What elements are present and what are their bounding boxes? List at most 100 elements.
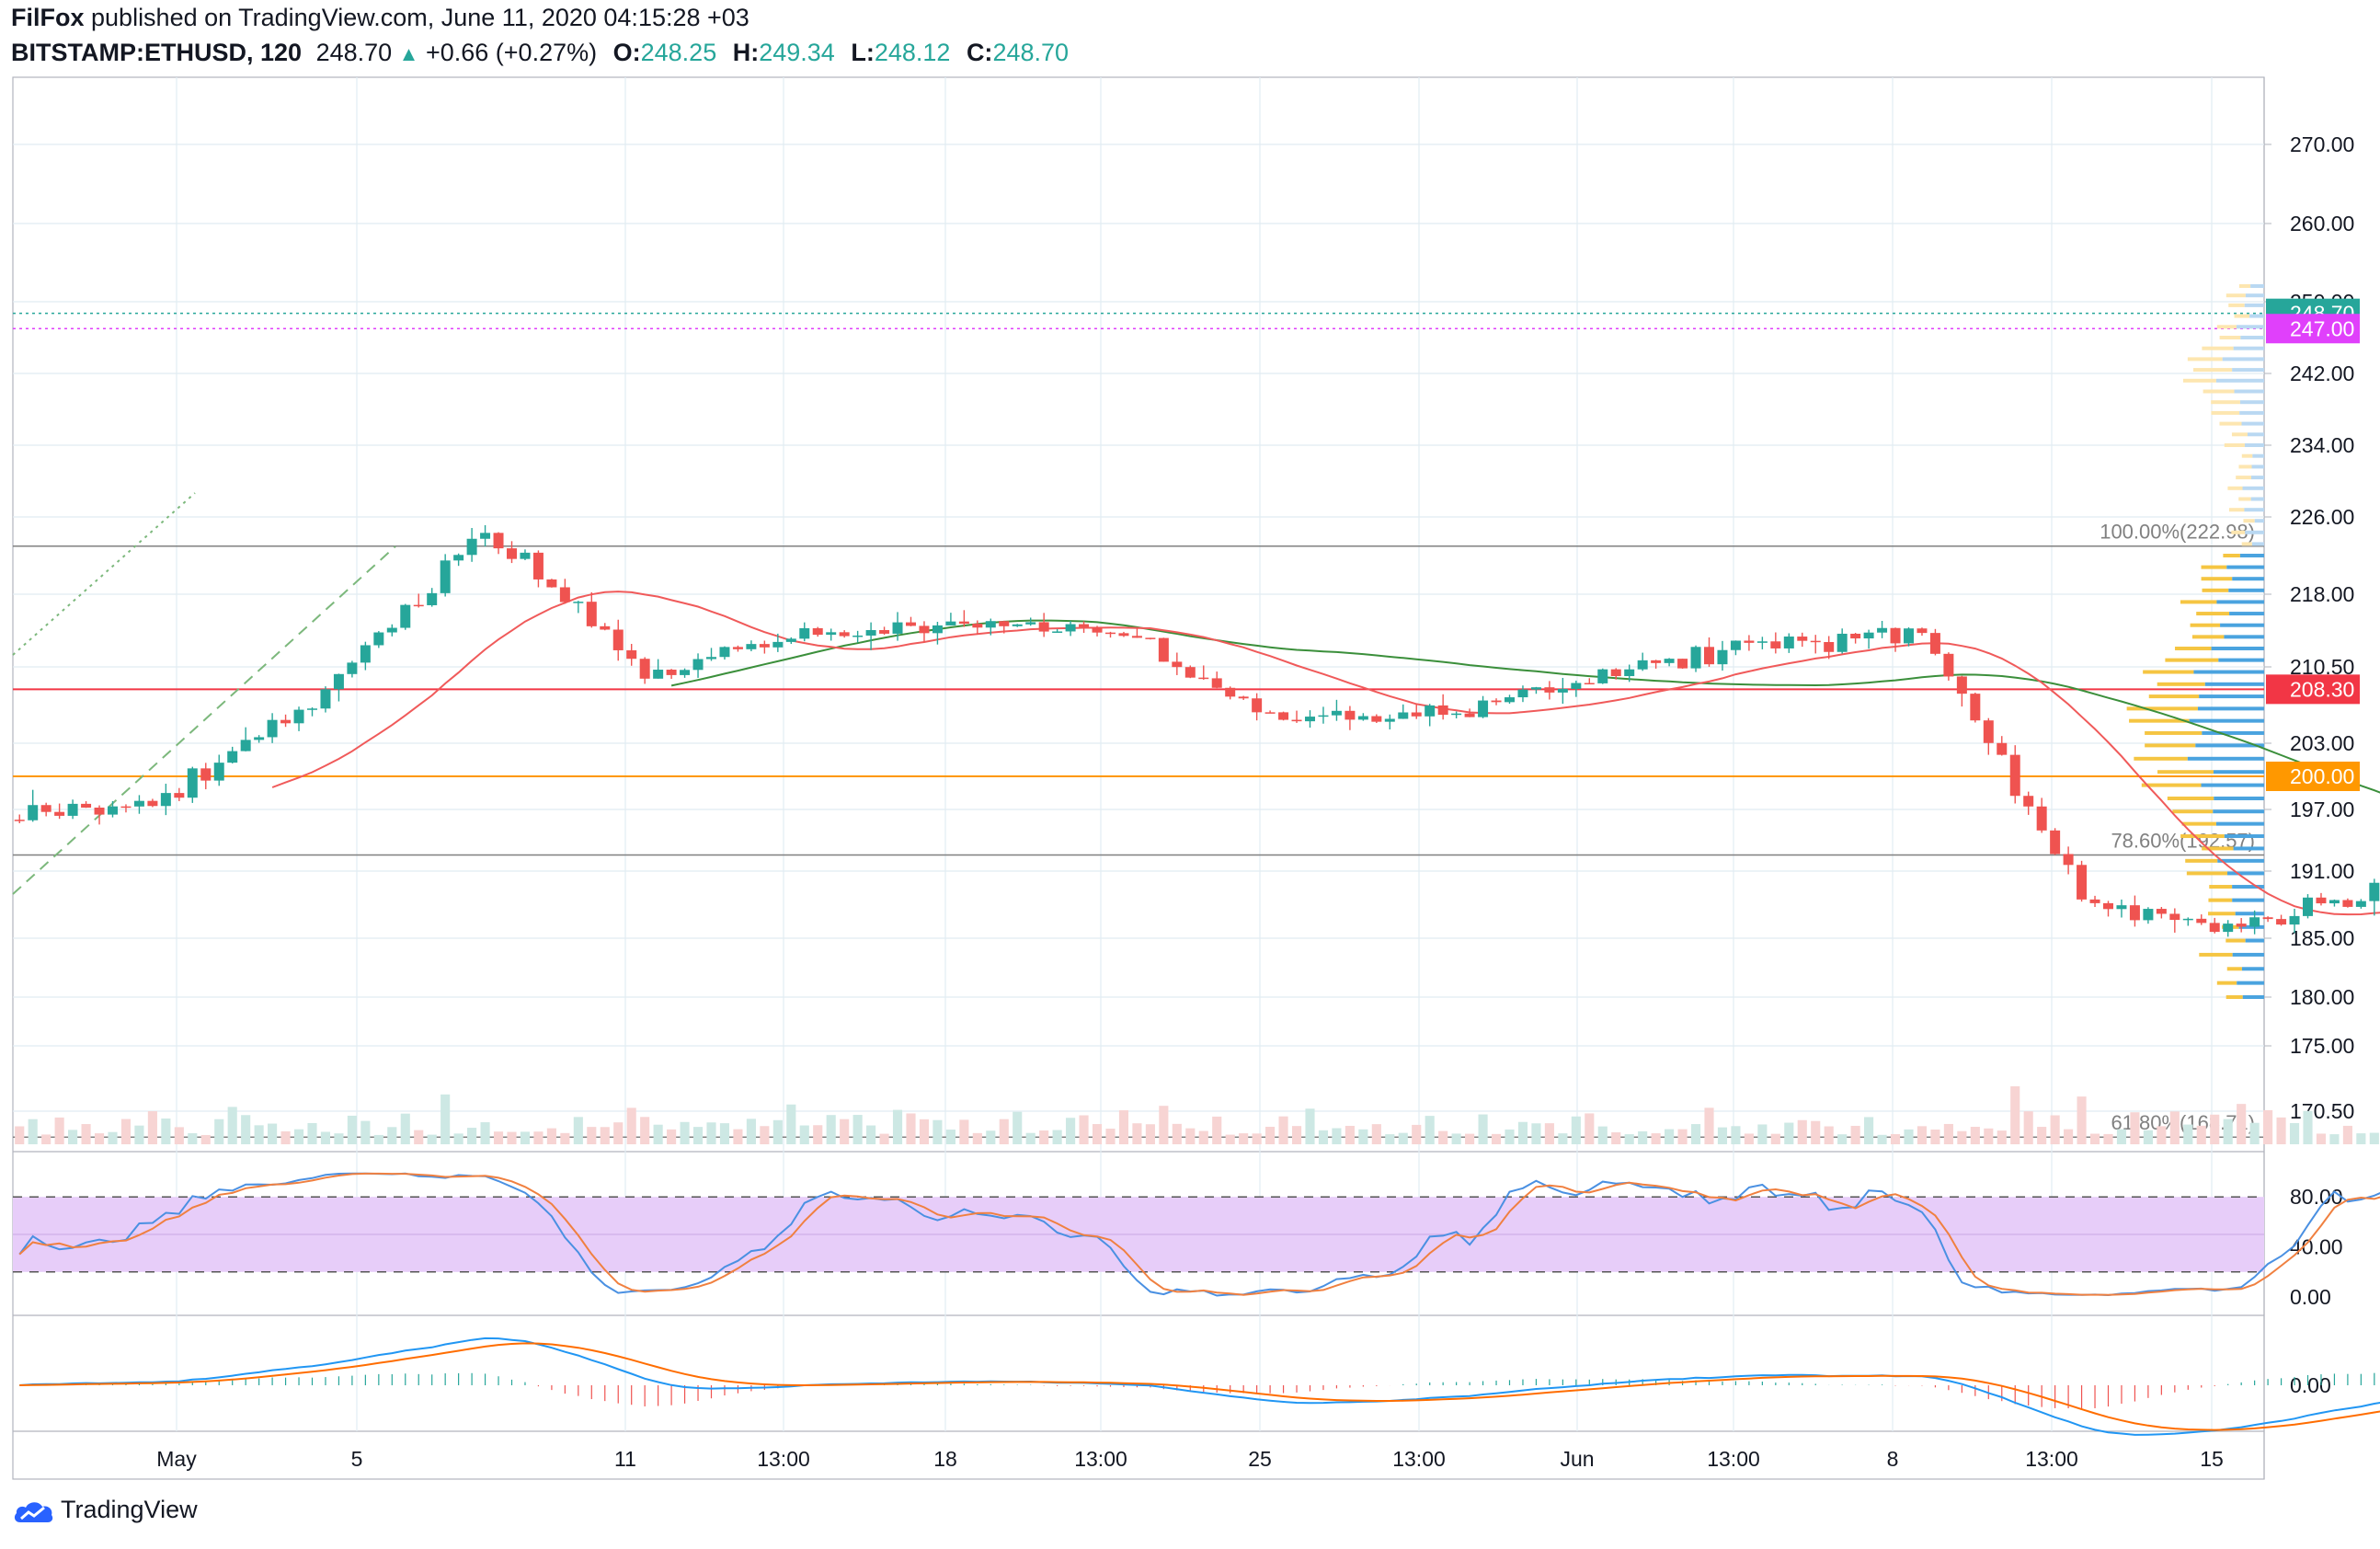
candle-body [559,587,570,602]
volume-bar [1013,1111,1023,1144]
candle-body [1344,710,1356,720]
x-tick-label: 25 [1248,1447,1272,1471]
volume-profile-bar [2238,924,2264,929]
volume-profile-bar [2193,368,2233,373]
candle-body [759,644,770,648]
volume-profile-bar [2232,368,2264,373]
volume-bar [813,1125,823,1144]
volume-profile [2126,284,2264,999]
volume-bar [1997,1130,2007,1144]
volume-bar [1877,1134,1887,1144]
candle-body [227,751,238,763]
volume-bar [1371,1124,1381,1144]
volume-profile-bar [2231,432,2248,437]
candle-body [972,624,983,628]
candle-body [680,670,691,675]
volume-bar [1797,1119,1807,1144]
volume-bar [1970,1127,1980,1144]
volume-profile-bar [2209,885,2233,889]
candle-body [865,630,876,636]
volume-bar [1425,1116,1435,1144]
volume-bar [892,1109,903,1144]
volume-profile-bar [2203,389,2235,394]
candle-body [2209,923,2220,933]
volume-bar [2356,1133,2366,1144]
candle-body [2249,917,2260,927]
volume-bar [1185,1128,1196,1144]
volume-profile-bar [2226,995,2243,999]
x-tick-label: 18 [933,1447,957,1471]
candle-body [280,719,292,724]
volume-profile-bar [2233,846,2264,851]
volume-profile-bar [2193,670,2264,674]
volume-bar [1159,1106,1169,1144]
candle-body [1092,626,1103,633]
candle-body [1637,660,1648,670]
candle-body [320,689,331,709]
candle-body [852,635,864,637]
volume-bar [2303,1110,2313,1144]
volume-bar [640,1117,650,1144]
volume-profile-bar [2251,542,2264,546]
candle-body [1544,687,1555,693]
volume-bar [2329,1134,2340,1144]
volume-bar [2023,1111,2033,1144]
volume-bar [919,1119,930,1144]
volume-profile-bar [2242,486,2264,490]
candle-body [427,592,438,605]
volume-bar [214,1119,224,1144]
volume-bar [1690,1124,1701,1144]
volume-profile-bar [2233,346,2264,350]
volume-bar [1930,1129,1940,1144]
candle-body [1890,627,1901,644]
volume-profile-bar [2157,682,2205,686]
volume-profile-bar [2216,325,2237,329]
y-tick-label: 180.00 [2290,985,2354,1009]
volume-profile-bar [2232,952,2264,957]
close-value: 248.70 [992,39,1070,66]
candle-body [692,659,704,671]
volume-profile-bar [2226,293,2246,298]
x-tick-label: 13:00 [757,1447,810,1471]
author-name[interactable]: FilFox [11,4,85,31]
volume-bar [307,1122,317,1144]
candle-body [40,805,51,812]
volume-bar [906,1113,916,1144]
volume-bar [1118,1110,1129,1144]
candle-body [2036,806,2047,831]
x-tick-label: 13:00 [1392,1447,1446,1471]
candle-body [892,622,903,634]
candle-body [1184,667,1196,678]
candle-body [200,768,212,781]
candle-body [799,627,810,639]
volume-bar [293,1129,304,1144]
candle-body [2236,924,2247,927]
y-tick-label: 226.00 [2290,505,2354,529]
volume-bar [1558,1133,1568,1144]
volume-bar [933,1119,943,1144]
tradingview-cloud-icon [14,1501,53,1522]
symbol-name[interactable]: BITSTAMP:ETHUSD, 120 [11,39,303,66]
volume-bar [866,1125,876,1144]
candle-body [94,808,105,815]
volume-profile-bar [2241,453,2253,458]
candle-body [240,740,251,752]
volume-bar [1597,1126,1608,1144]
candle-body [2009,754,2020,797]
y-tick-label: 197.00 [2290,797,2354,821]
candle-body [1252,698,1263,713]
volume-bar [1611,1131,1621,1144]
volume-profile-bar [2232,577,2264,581]
y-tick-label: 203.00 [2290,731,2354,755]
candle-body [945,621,956,625]
volume-profile-bar [2224,834,2264,839]
candle-body [1863,632,1874,639]
volume-bar [1385,1134,1395,1144]
volume-profile-bar [2239,554,2264,557]
volume-bar [852,1115,863,1144]
volume-bar [2077,1096,2087,1144]
volume-bar [1132,1123,1142,1144]
candle-body [1730,640,1741,650]
candle-body [2129,905,2140,921]
